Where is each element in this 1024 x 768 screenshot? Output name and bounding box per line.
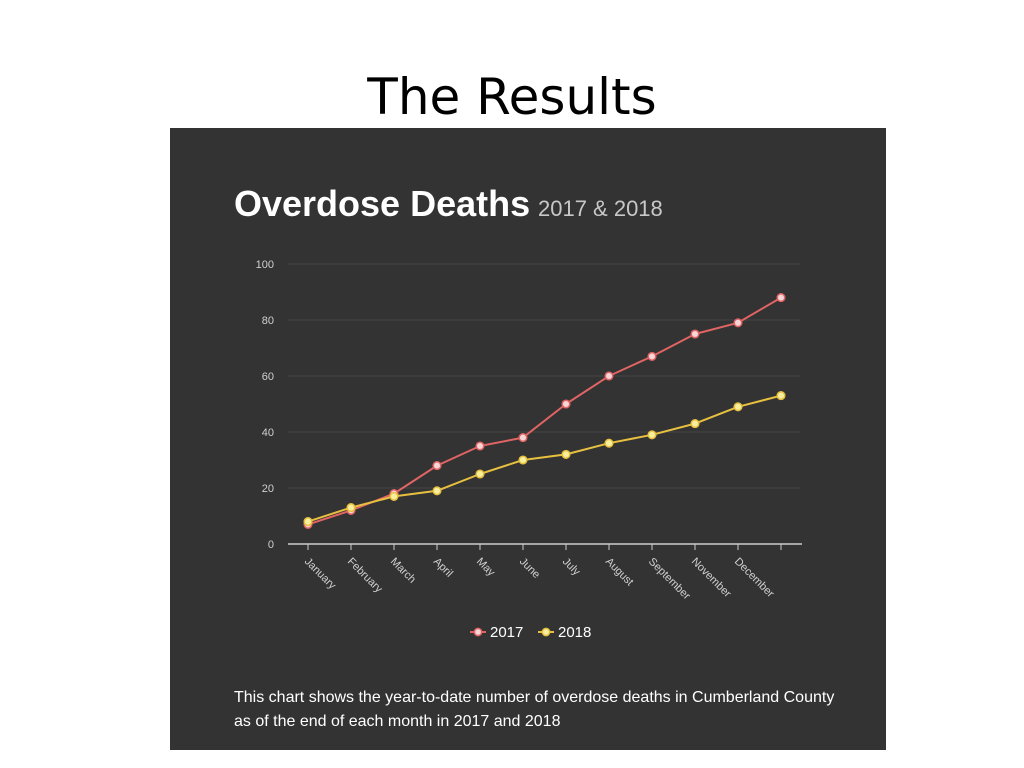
data-point (432, 486, 442, 496)
y-axis-ticks: 0 20 40 60 80 100 (256, 259, 274, 551)
gridlines (288, 263, 800, 489)
data-point (303, 517, 313, 527)
x-tick-label: August (603, 556, 636, 589)
data-point (604, 371, 614, 381)
series-2017 (303, 293, 786, 529)
chart-title: Overdose Deaths (234, 183, 530, 224)
slide-title: The Results (367, 68, 657, 126)
data-point (604, 438, 614, 448)
chart-panel: Overdose Deaths 2017 & 2018 0 20 40 60 80 100… (170, 128, 886, 750)
x-tick-label: May (474, 556, 498, 580)
y-tick-label: 40 (262, 427, 274, 439)
data-point (690, 419, 700, 429)
data-point (647, 351, 657, 361)
data-point (561, 399, 571, 409)
series-2018 (303, 391, 786, 527)
data-point (733, 318, 743, 328)
legend-item-2018: 2018 (538, 624, 591, 641)
x-tick-label: February (345, 556, 385, 596)
y-tick-label: 20 (262, 483, 274, 495)
x-tick-label: July (560, 556, 583, 579)
data-point (346, 503, 356, 513)
x-tick-label: January (302, 556, 339, 593)
data-point (690, 329, 700, 339)
series-line-2018 (307, 394, 782, 523)
chart-subtitle: 2017 & 2018 (538, 196, 663, 221)
data-point (432, 461, 442, 471)
chart-caption-line-2: as of the end of each month in 2017 and … (234, 713, 561, 730)
data-point (475, 441, 485, 451)
x-tick-label: April (431, 556, 455, 580)
legend-marker (541, 627, 551, 637)
legend: 2017 2018 (470, 624, 591, 641)
y-tick-label: 0 (268, 539, 274, 551)
y-tick-label: 100 (256, 259, 274, 271)
y-tick-label: 60 (262, 371, 274, 383)
series-lines (303, 293, 786, 529)
legend-label: 2017 (490, 624, 523, 641)
x-tick-label: December (732, 556, 777, 601)
data-point (776, 293, 786, 303)
x-tick-label: March (388, 556, 418, 586)
x-tick-label: September (646, 556, 693, 603)
data-point (733, 402, 743, 412)
chart-caption-line-1: This chart shows the year-to-date number… (234, 689, 834, 706)
x-tick-label: June (517, 556, 542, 581)
legend-item-2017: 2017 (470, 624, 523, 641)
x-tick-label: November (689, 556, 734, 601)
y-tick-label: 80 (262, 315, 274, 327)
data-point (389, 491, 399, 501)
legend-label: 2018 (558, 624, 591, 641)
data-point (776, 391, 786, 401)
data-point (475, 469, 485, 479)
data-point (561, 449, 571, 459)
data-point (518, 433, 528, 443)
data-point (518, 455, 528, 465)
legend-marker (473, 627, 483, 637)
x-axis: January February March April May June July Augu… (288, 543, 802, 603)
data-point (647, 430, 657, 440)
series-line-2017 (307, 296, 782, 526)
overdose-line-chart: Overdose Deaths 2017 & 2018 0 20 40 60 80 100… (234, 183, 834, 730)
